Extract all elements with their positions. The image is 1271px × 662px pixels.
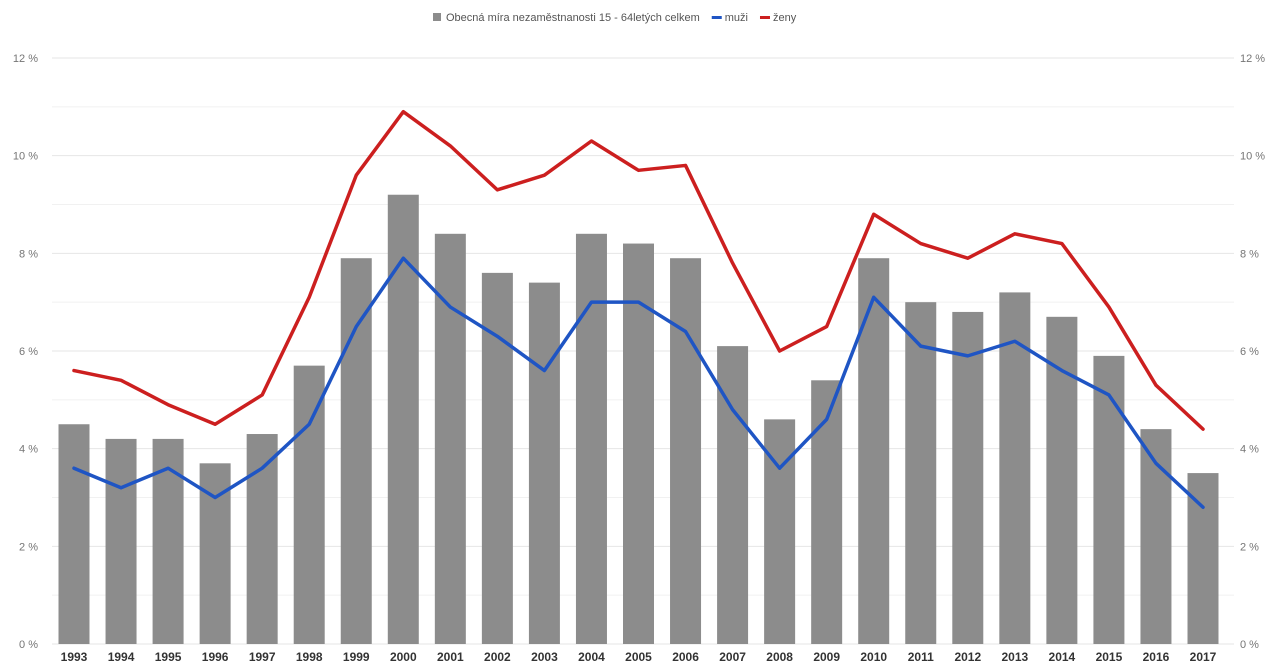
bar xyxy=(575,233,607,645)
y-tick-label-left: 2 % xyxy=(19,541,38,553)
x-tick-label: 2000 xyxy=(390,650,417,662)
x-tick-label: 2013 xyxy=(1001,650,1028,662)
bar xyxy=(58,424,90,644)
bar xyxy=(528,282,560,644)
legend-label: muži xyxy=(725,12,748,24)
y-tick-label-right: 12 % xyxy=(1240,53,1265,65)
y-tick-label-right: 4 % xyxy=(1240,444,1259,456)
legend: Obecná míra nezaměstnanosti 15 - 64letýc… xyxy=(433,12,797,24)
legend-item: ženy xyxy=(759,12,797,24)
x-tick-label: 2009 xyxy=(813,650,840,662)
y-tick-label-right: 0 % xyxy=(1240,639,1259,651)
bar xyxy=(293,365,325,644)
y-tick-label-right: 6 % xyxy=(1240,346,1259,358)
bar xyxy=(858,258,890,644)
series-line-muži xyxy=(72,256,1205,510)
bar xyxy=(199,463,231,644)
bar-series xyxy=(58,194,1219,645)
x-axis: 1993 1994 1995 1996 1997 1998 1999 2000 2001 2002… xyxy=(61,650,1217,662)
x-tick-label: 1994 xyxy=(108,650,135,662)
legend-swatch-line xyxy=(759,16,770,19)
x-tick-label: 2010 xyxy=(860,650,887,662)
y-tick-label-left: 8 % xyxy=(19,248,38,260)
bar xyxy=(1046,316,1078,644)
legend-swatch-square xyxy=(433,13,441,21)
x-tick-label: 1993 xyxy=(61,650,88,662)
y-tick-label-left: 0 % xyxy=(19,639,38,651)
bar xyxy=(1187,473,1219,644)
legend-label: ženy xyxy=(773,12,797,24)
y-tick-label-left: 10 % xyxy=(13,151,38,163)
y-axis-left: 0 % 2 % 4 % 6 % 8 % 10 % 12 % xyxy=(13,53,38,651)
x-tick-label: 2005 xyxy=(625,650,652,662)
x-tick-label: 2016 xyxy=(1143,650,1170,662)
line-series xyxy=(72,109,1205,510)
x-tick-label: 2012 xyxy=(954,650,981,662)
x-tick-label: 2017 xyxy=(1190,650,1217,662)
x-tick-label: 2001 xyxy=(437,650,464,662)
legend-swatch-line xyxy=(711,16,722,19)
y-tick-label-right: 10 % xyxy=(1240,151,1265,163)
bar xyxy=(952,311,984,644)
series-line-ženy xyxy=(72,109,1205,431)
x-tick-label: 2003 xyxy=(531,650,558,662)
bar xyxy=(905,302,937,644)
bar xyxy=(105,438,137,644)
bar xyxy=(340,258,372,644)
x-tick-label: 2015 xyxy=(1096,650,1123,662)
x-tick-label: 1999 xyxy=(343,650,370,662)
bar xyxy=(811,380,843,644)
bar xyxy=(999,292,1031,644)
x-tick-label: 1996 xyxy=(202,650,229,662)
x-tick-label: 2007 xyxy=(719,650,746,662)
y-tick-label-right: 8 % xyxy=(1240,248,1259,260)
x-tick-label: 1998 xyxy=(296,650,323,662)
x-tick-label: 2004 xyxy=(578,650,605,662)
y-tick-label-left: 6 % xyxy=(19,346,38,358)
x-tick-label: 1995 xyxy=(155,650,182,662)
bar xyxy=(246,434,278,644)
legend-item: Obecná míra nezaměstnanosti 15 - 64letýc… xyxy=(433,12,700,24)
bar xyxy=(670,258,702,644)
legend-label: Obecná míra nezaměstnanosti 15 - 64letýc… xyxy=(446,12,700,24)
x-tick-label: 2011 xyxy=(908,650,934,662)
legend-item: muži xyxy=(711,12,748,24)
x-tick-label: 1997 xyxy=(249,650,276,662)
y-tick-label-left: 4 % xyxy=(19,444,38,456)
x-tick-label: 2002 xyxy=(484,650,511,662)
bar xyxy=(434,233,466,645)
bar xyxy=(1093,355,1125,644)
x-tick-label: 2006 xyxy=(672,650,699,662)
y-axis-right: 0 % 2 % 4 % 6 % 8 % 10 % 12 % xyxy=(1240,53,1265,651)
x-tick-label: 2014 xyxy=(1049,650,1076,662)
y-tick-label-right: 2 % xyxy=(1240,541,1259,553)
y-tick-label-left: 12 % xyxy=(13,53,38,65)
x-tick-label: 2008 xyxy=(766,650,793,662)
bar xyxy=(387,194,419,644)
